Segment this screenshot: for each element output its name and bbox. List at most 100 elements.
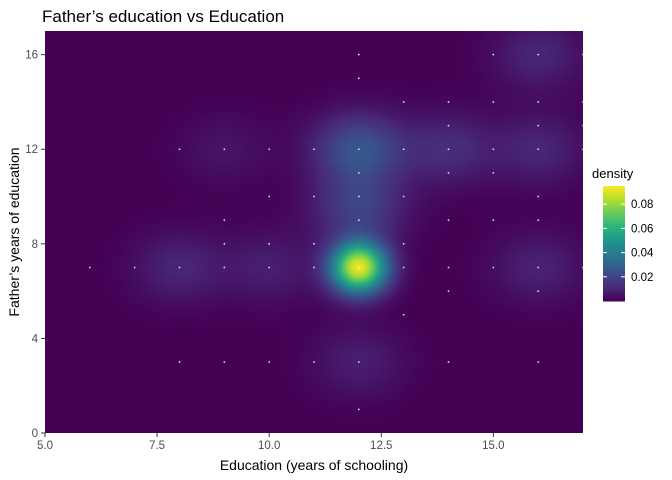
legend-color-step (603, 211, 625, 216)
data-point (537, 361, 540, 363)
legend-color-step (603, 220, 625, 224)
legend-color-step (603, 237, 625, 242)
data-point (268, 148, 271, 151)
data-point (223, 148, 226, 151)
data-point (402, 148, 405, 151)
y-axis: 0 4 8 12 16 (25, 50, 45, 440)
legend-color-step (603, 229, 625, 233)
data-point (357, 53, 360, 56)
y-axis-title: Father’s years of education (6, 147, 22, 316)
data-point (447, 290, 450, 293)
legend-color-step (603, 200, 625, 204)
legend-color-step (603, 260, 625, 265)
data-point (447, 171, 450, 174)
legend-color-step (603, 252, 625, 256)
legend-color-step (603, 217, 625, 221)
legend-color-step (603, 272, 625, 276)
legend-tick-label: 0.04 (631, 248, 654, 260)
data-point (313, 266, 315, 269)
legend-color-step (603, 246, 625, 250)
data-point (313, 148, 315, 151)
data-point (268, 242, 271, 245)
legend-color-step (603, 203, 625, 207)
data-point (313, 242, 315, 245)
y-tick-label: 0 (32, 428, 38, 440)
density-raster (45, 31, 583, 433)
legend-color-step (603, 269, 625, 273)
data-point (537, 266, 540, 269)
legend-color-step (603, 232, 625, 236)
data-point (357, 77, 360, 80)
data-point (402, 266, 405, 269)
data-point (402, 101, 405, 103)
legend-color-step (603, 243, 625, 247)
legend-color-step (603, 286, 625, 290)
data-point (357, 266, 360, 269)
legend-color-step (603, 289, 625, 293)
data-point (447, 361, 450, 363)
x-tick-label: 12.5 (370, 440, 392, 452)
legend-color-step (603, 234, 625, 239)
legend-color-step (603, 206, 625, 210)
legend-color-step (603, 226, 625, 230)
data-point (223, 242, 226, 245)
legend-color-step (603, 240, 625, 244)
data-point (537, 101, 540, 103)
x-axis: 5.0 7.5 10.0 12.5 15.0 (37, 433, 505, 452)
legend-color-step (603, 197, 625, 201)
data-point (223, 266, 226, 269)
legend-color-step (603, 255, 625, 259)
data-point (357, 148, 360, 151)
x-tick-label: 7.5 (149, 440, 165, 452)
data-point (178, 148, 181, 151)
data-point (492, 53, 495, 56)
data-point (357, 195, 360, 198)
legend-color-step (603, 280, 625, 285)
y-tick-label: 8 (32, 239, 38, 251)
legend-color-step (603, 188, 625, 193)
data-point (178, 361, 181, 363)
data-point (582, 148, 584, 151)
data-point (268, 195, 271, 198)
y-tick-label: 4 (32, 333, 39, 345)
legend-ticks: 0.08 0.06 0.04 0.02 (603, 199, 654, 284)
data-point (357, 361, 360, 363)
legend-color-step (603, 292, 625, 296)
data-point (447, 219, 450, 222)
data-point (492, 148, 495, 151)
y-tick-label: 12 (25, 144, 38, 156)
data-point (537, 53, 540, 56)
legend-color-step (603, 275, 625, 279)
legend-color-step (603, 214, 625, 219)
data-point (492, 101, 495, 103)
legend-color-step (603, 223, 625, 227)
x-tick-label: 15.0 (482, 440, 504, 452)
legend-color-step (603, 278, 625, 282)
legend-color-step (603, 257, 625, 262)
data-point (537, 219, 540, 222)
data-point (537, 195, 540, 198)
data-point (447, 124, 450, 127)
x-axis-title: Education (years of schooling) (220, 457, 408, 473)
data-point (402, 195, 405, 198)
legend-color-step (603, 298, 625, 302)
data-point (447, 101, 450, 103)
legend-color-step (603, 266, 625, 270)
data-point (268, 361, 271, 363)
legend-color-step (603, 209, 625, 213)
data-point (402, 313, 405, 316)
data-point (537, 124, 540, 127)
data-point (492, 171, 495, 174)
data-point (133, 266, 136, 269)
legend-color-step (603, 249, 625, 253)
data-point (268, 266, 271, 269)
data-point (537, 148, 540, 151)
data-point (447, 266, 450, 269)
chart-title: Father’s education vs Education (42, 7, 284, 26)
data-point (357, 171, 360, 174)
legend-title: density (592, 166, 634, 181)
data-point (582, 124, 584, 127)
data-point (402, 242, 405, 245)
data-point (178, 266, 181, 269)
